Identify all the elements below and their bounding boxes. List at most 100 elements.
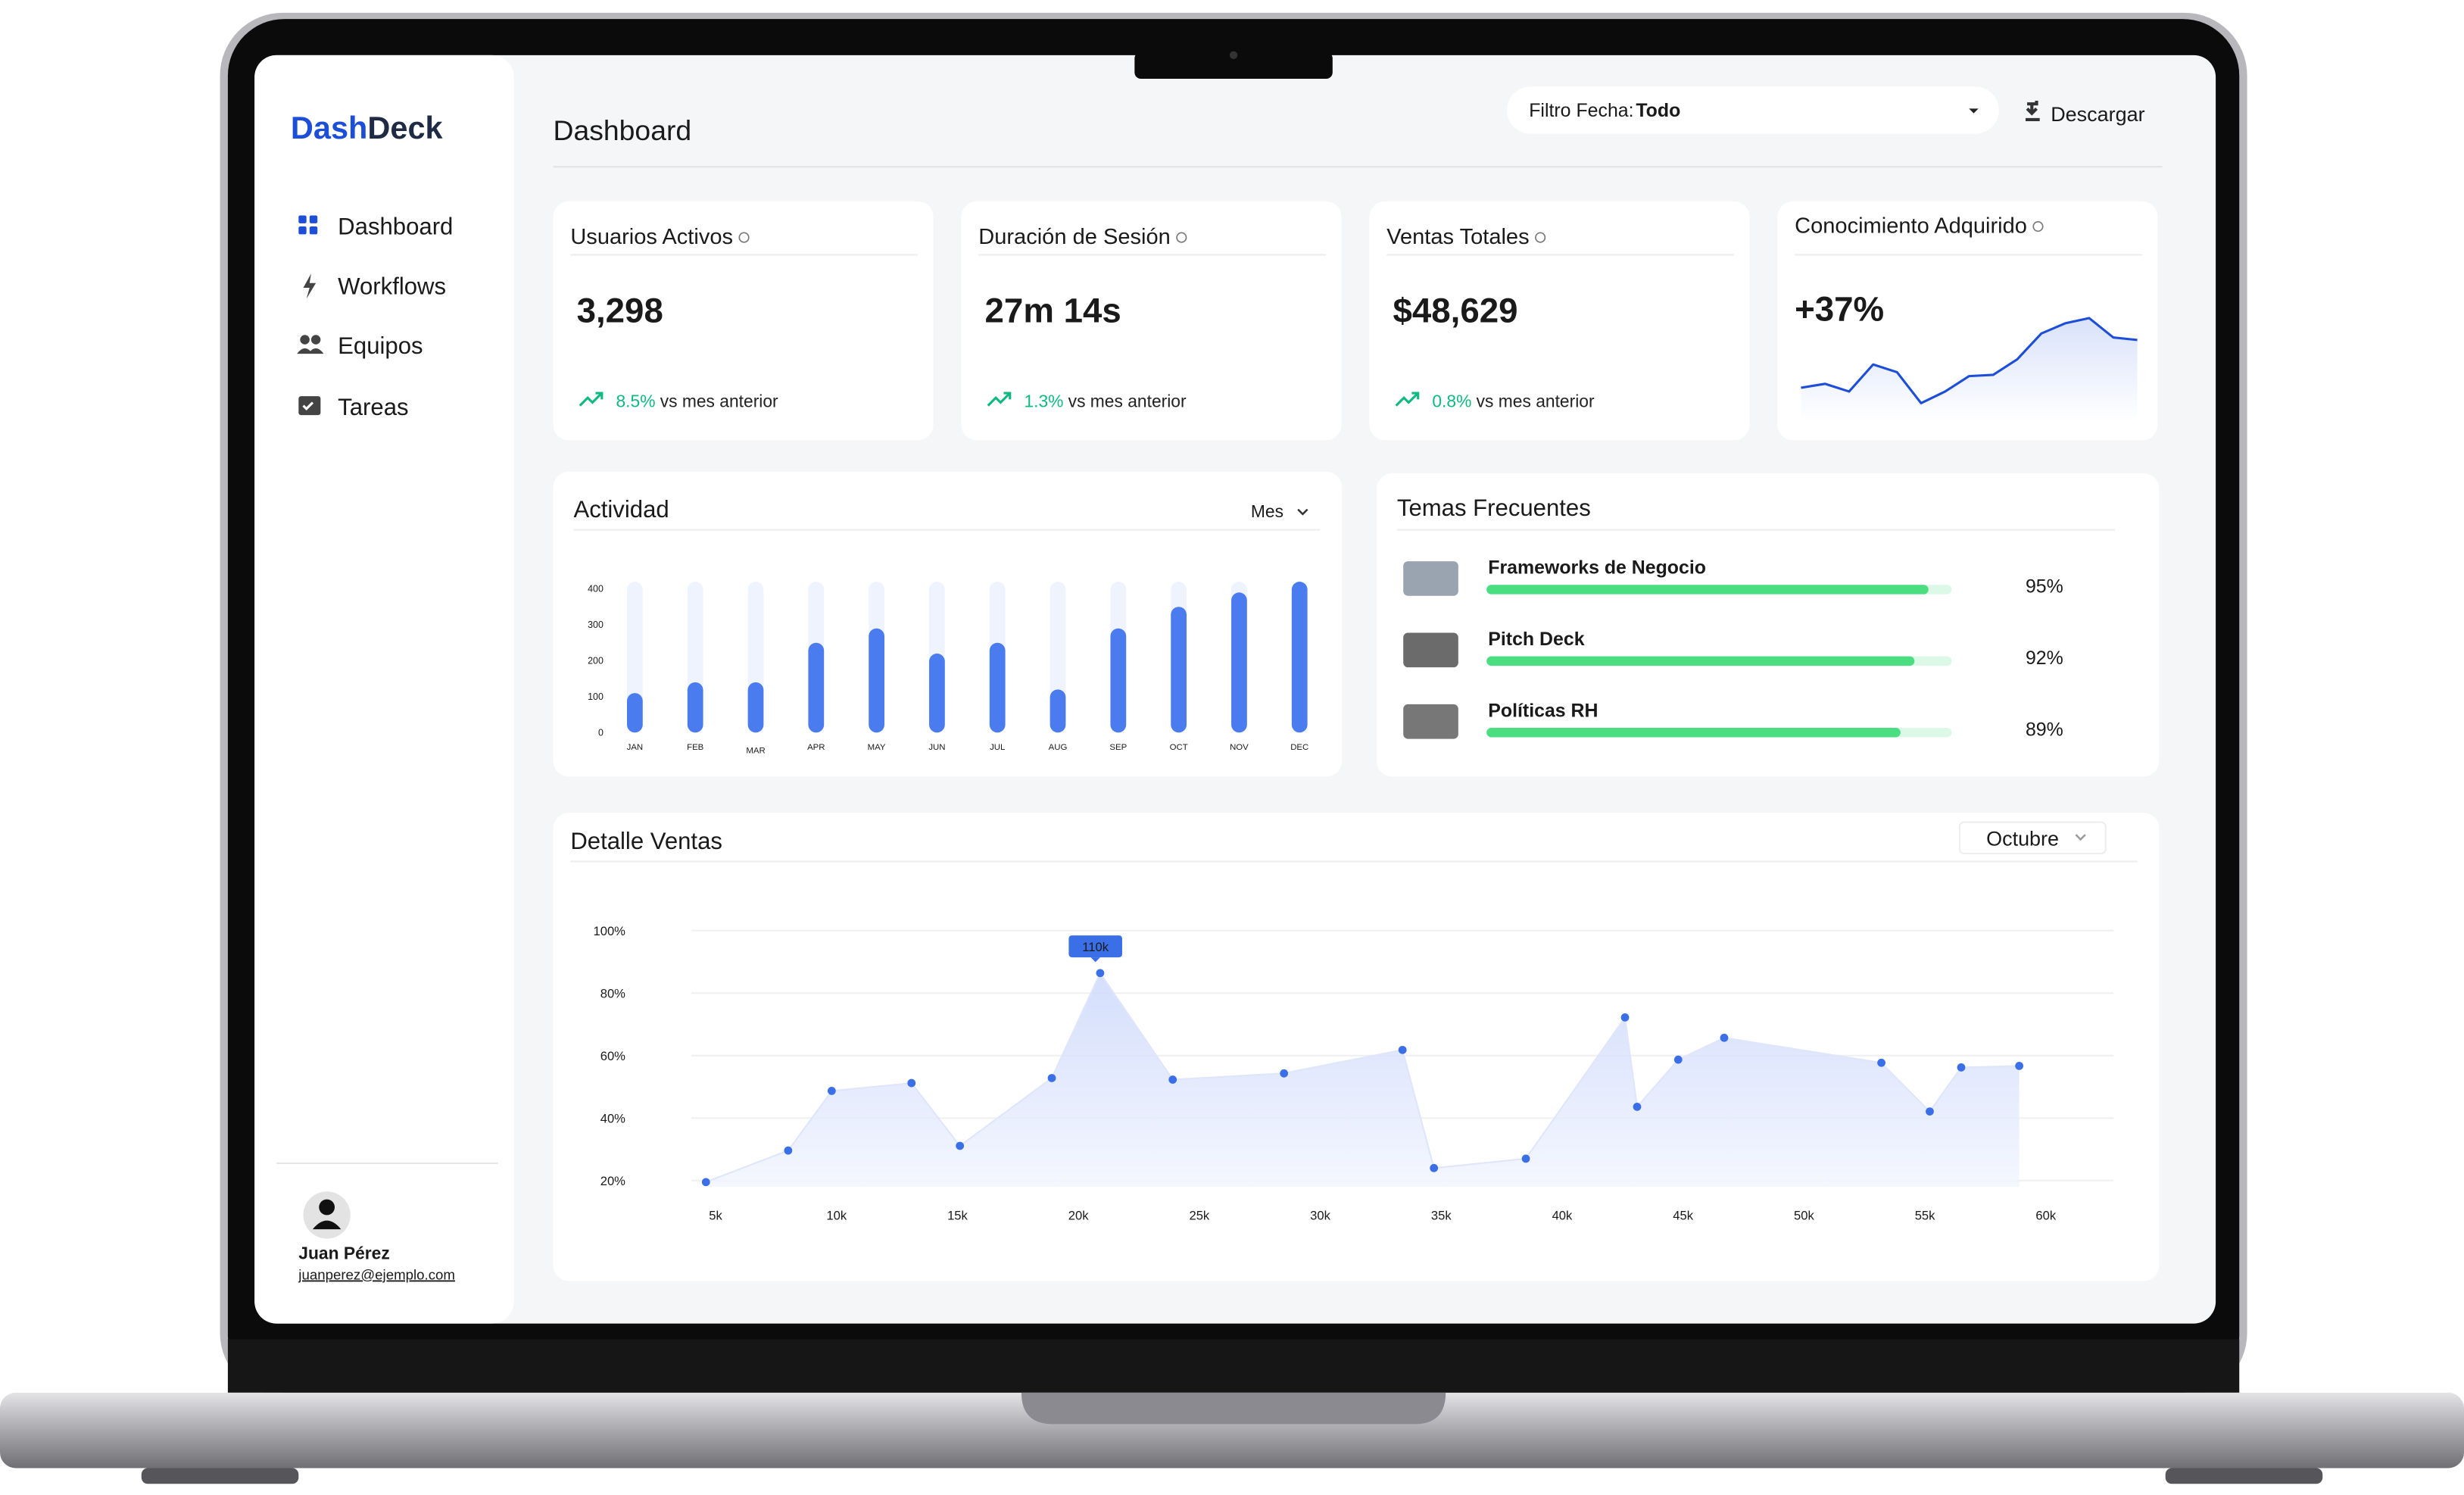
topic-name: Políticas RH xyxy=(1488,701,1598,722)
bar xyxy=(1171,607,1187,733)
sales-line xyxy=(705,971,2020,1183)
x-tick-label: 35k xyxy=(1431,1209,1452,1223)
x-tick-label: 5k xyxy=(709,1209,722,1223)
data-point xyxy=(1280,1069,1289,1078)
user-email[interactable]: juanperez@ejemplo.com xyxy=(298,1266,455,1282)
data-point xyxy=(1633,1103,1642,1111)
change-note: vs mes anterior xyxy=(1477,392,1595,411)
y-tick-label: 100% xyxy=(593,924,625,938)
kpi-value: $48,629 xyxy=(1393,292,1518,330)
laptop-lip xyxy=(1021,1392,1446,1425)
sparkline-area xyxy=(1801,318,2138,422)
change-value: 1.3% xyxy=(1024,392,1063,411)
data-point xyxy=(1096,969,1105,978)
card-title: Detalle Ventas xyxy=(570,828,722,854)
data-point xyxy=(2015,1061,2024,1070)
user-name: Juan Pérez xyxy=(298,1243,389,1262)
annotation: 110k xyxy=(1082,940,1109,954)
kpi-card xyxy=(1369,201,1750,441)
nav-item[interactable]: Equipos xyxy=(338,332,423,359)
y-tick-label: 0 xyxy=(598,727,604,738)
sparkline xyxy=(1801,317,2138,404)
info-icon xyxy=(1535,232,1546,243)
x-tick-label: 60k xyxy=(2035,1209,2056,1223)
x-tick-label: 55k xyxy=(1915,1209,1935,1223)
period-select[interactable]: Mes xyxy=(1251,501,1283,521)
month-select-label: Octubre xyxy=(1986,828,2059,850)
icon xyxy=(297,348,324,354)
x-tick-label: FEB xyxy=(687,743,703,752)
icon xyxy=(303,273,317,299)
bar xyxy=(627,693,643,733)
nav-item[interactable]: Workflows xyxy=(338,273,446,299)
bar xyxy=(1110,628,1127,733)
data-point xyxy=(827,1086,836,1095)
x-tick-label: 50k xyxy=(1794,1209,1814,1223)
avatar-body xyxy=(312,1220,342,1230)
data-point xyxy=(907,1078,916,1088)
topic-name: Pitch Deck xyxy=(1488,629,1584,650)
info-icon xyxy=(2032,220,2044,233)
bar xyxy=(989,642,1006,733)
kpi-value: +37% xyxy=(1795,290,1884,329)
chevron xyxy=(2075,834,2086,841)
trend-icon xyxy=(579,392,604,407)
data-point xyxy=(701,1178,710,1187)
x-tick-label: MAR xyxy=(746,746,765,755)
x-tick-label: 30k xyxy=(1310,1209,1330,1223)
annotation-box xyxy=(1068,935,1122,958)
sidebar xyxy=(254,55,514,1324)
date-filter[interactable] xyxy=(1507,86,1999,134)
bar xyxy=(869,628,884,733)
month-select[interactable] xyxy=(1958,821,2107,855)
brand: DashDeck xyxy=(291,110,444,145)
data-point xyxy=(1673,1055,1683,1064)
change-note: vs mes anterior xyxy=(1068,392,1187,411)
progress-bar xyxy=(1486,728,1901,738)
x-tick-label: 40k xyxy=(1552,1209,1573,1223)
trend-icon xyxy=(987,392,1012,407)
topic-percent: 95% xyxy=(2026,576,2063,598)
y-tick-label: 300 xyxy=(588,620,604,630)
kpi-card xyxy=(553,201,934,441)
nav-item[interactable]: Dashboard xyxy=(338,213,453,239)
data-point xyxy=(1620,1013,1630,1022)
data-point xyxy=(1926,1107,1934,1116)
kpi-value: 3,298 xyxy=(577,292,663,330)
data-point xyxy=(784,1146,793,1155)
icon xyxy=(309,215,318,223)
y-tick-label: 200 xyxy=(588,656,604,666)
kpi-change: 0.8% vs mes anterior xyxy=(1432,392,1595,411)
chevron xyxy=(1297,508,1308,516)
brand-part: Dash xyxy=(291,110,367,145)
kpi-title: Duración de Sesión xyxy=(978,225,1171,249)
bar xyxy=(929,653,945,733)
nav-icons xyxy=(297,215,324,416)
y-tick-label: 60% xyxy=(600,1049,625,1063)
icon xyxy=(302,401,314,410)
x-tick-label: 15k xyxy=(947,1209,968,1223)
data-point xyxy=(1398,1045,1407,1054)
x-tick-label: 25k xyxy=(1189,1209,1209,1223)
kpi-card xyxy=(961,201,1342,441)
kpi-value: 27m 14s xyxy=(985,292,1121,330)
nav-item[interactable]: Tareas xyxy=(338,394,408,420)
data-point xyxy=(1957,1063,1966,1072)
download-button[interactable]: Descargar xyxy=(2051,103,2144,126)
topic-thumbnail xyxy=(1403,632,1458,668)
x-tick-label: AUG xyxy=(1049,743,1068,752)
x-tick-label: NOV xyxy=(1230,743,1249,752)
card-title: Actividad xyxy=(573,496,669,523)
y-tick-label: 400 xyxy=(588,584,604,595)
bar xyxy=(687,682,703,733)
x-tick-label: OCT xyxy=(1170,743,1188,752)
data-point xyxy=(956,1141,965,1150)
change-note: vs mes anterior xyxy=(660,392,778,411)
topic-thumbnail xyxy=(1403,704,1458,739)
card-title: Temas Frecuentes xyxy=(1397,495,1591,521)
data-point xyxy=(1168,1075,1177,1084)
topic-name: Frameworks de Negocio xyxy=(1488,557,1706,579)
topic-percent: 92% xyxy=(2026,648,2063,669)
progress-bar xyxy=(1486,585,1929,595)
icon xyxy=(298,226,307,235)
